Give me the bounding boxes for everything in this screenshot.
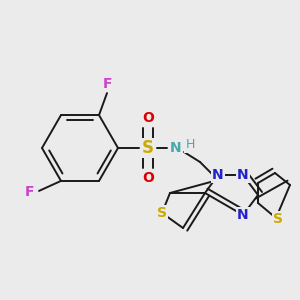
Text: F: F	[25, 185, 35, 199]
Text: N: N	[237, 208, 249, 222]
Text: S: S	[142, 139, 154, 157]
Text: O: O	[142, 111, 154, 125]
Text: N: N	[170, 141, 182, 155]
Text: S: S	[273, 212, 283, 226]
Text: H: H	[185, 139, 195, 152]
Text: N: N	[237, 168, 249, 182]
Text: F: F	[103, 77, 113, 91]
Text: S: S	[157, 206, 167, 220]
Text: O: O	[142, 171, 154, 185]
Text: N: N	[212, 168, 224, 182]
